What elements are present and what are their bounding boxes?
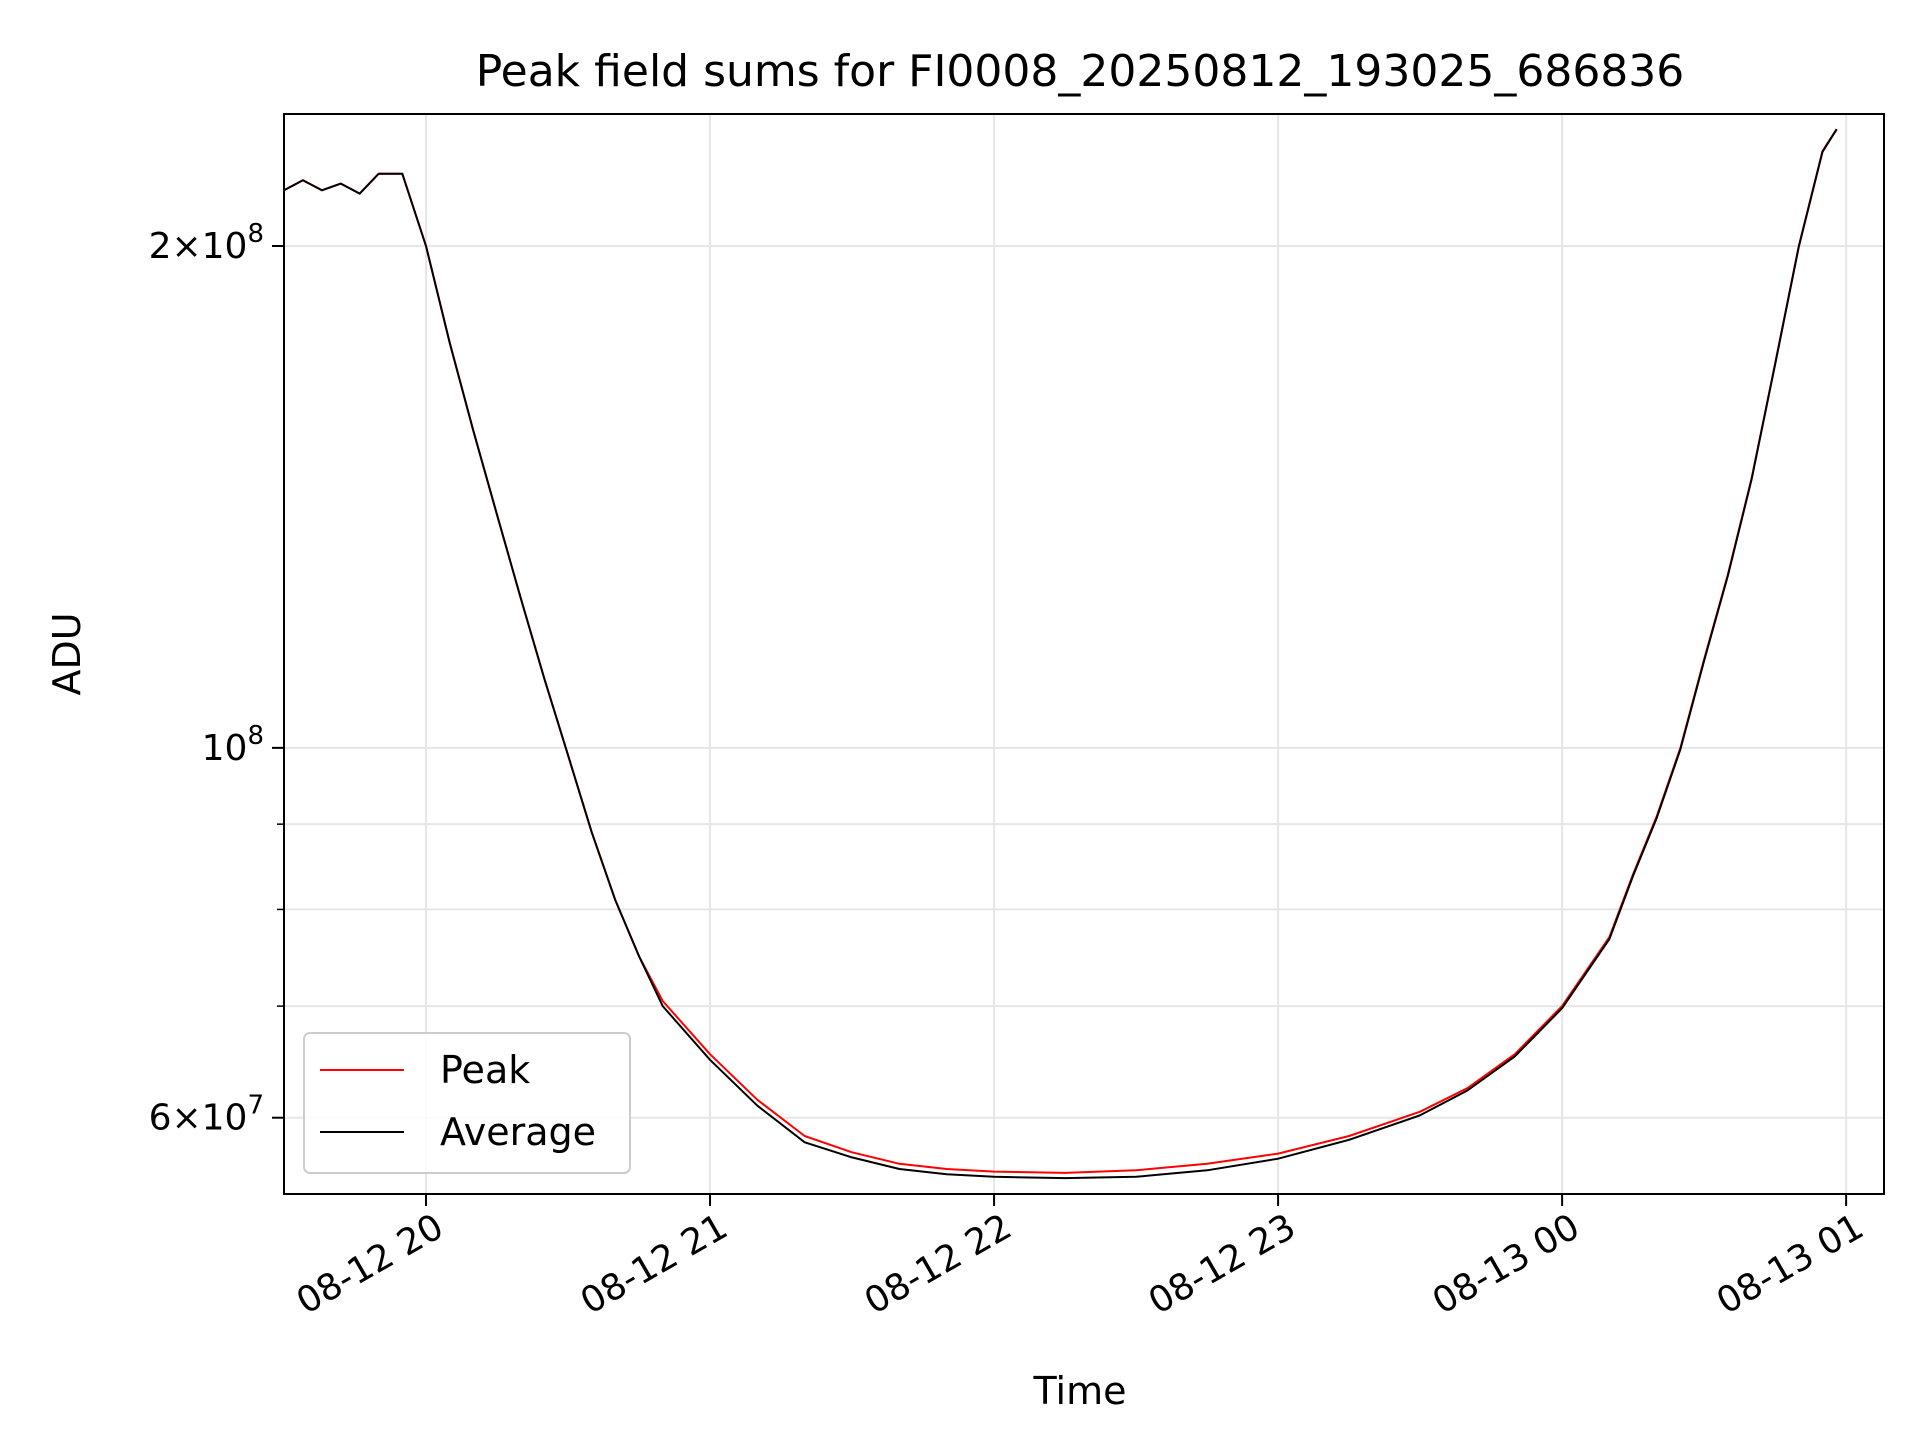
series-layer [284, 128, 1838, 1180]
x-axis-label: Time [1033, 1369, 1127, 1413]
legend-label-average: Average [440, 1110, 596, 1154]
y-axis-label: ADU [45, 612, 89, 695]
chart-title: Peak field sums for FI0008_20250812_1930… [476, 46, 1685, 97]
y-tick-label: 108 [202, 721, 264, 769]
legend-label-peak: Peak [440, 1048, 530, 1092]
series-group [284, 128, 1838, 1180]
y-tick-label: 2×108 [149, 219, 264, 267]
y-tick-label: 6×107 [149, 1091, 264, 1139]
y-axis: 6×107 108 2×108 [149, 219, 284, 1139]
series-line-average [284, 128, 1838, 1180]
legend-box [303, 1032, 631, 1174]
legend: Peak Average [303, 1032, 631, 1174]
plot-frame [283, 113, 1885, 1195]
